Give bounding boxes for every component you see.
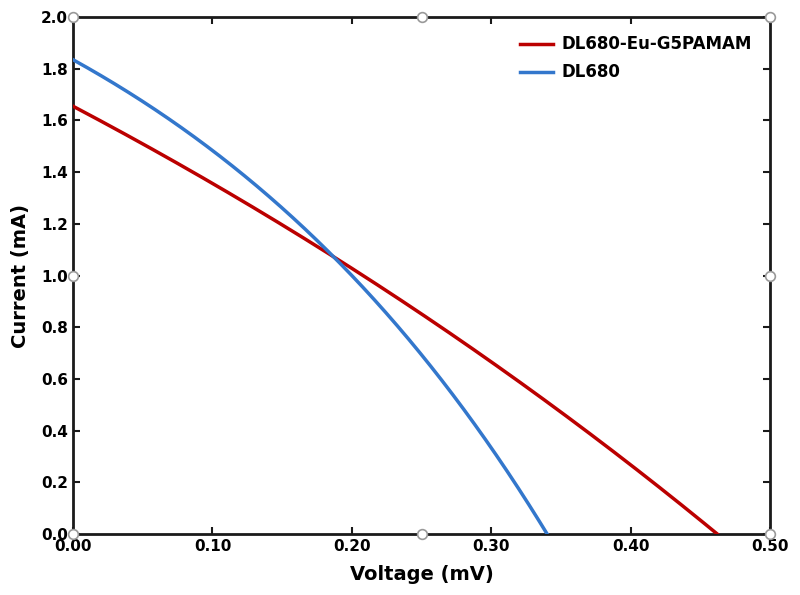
Y-axis label: Current (mA): Current (mA) [11,203,30,347]
X-axis label: Voltage (mV): Voltage (mV) [350,565,494,584]
Legend: DL680-Eu-G5PAMAM, DL680: DL680-Eu-G5PAMAM, DL680 [510,26,762,92]
